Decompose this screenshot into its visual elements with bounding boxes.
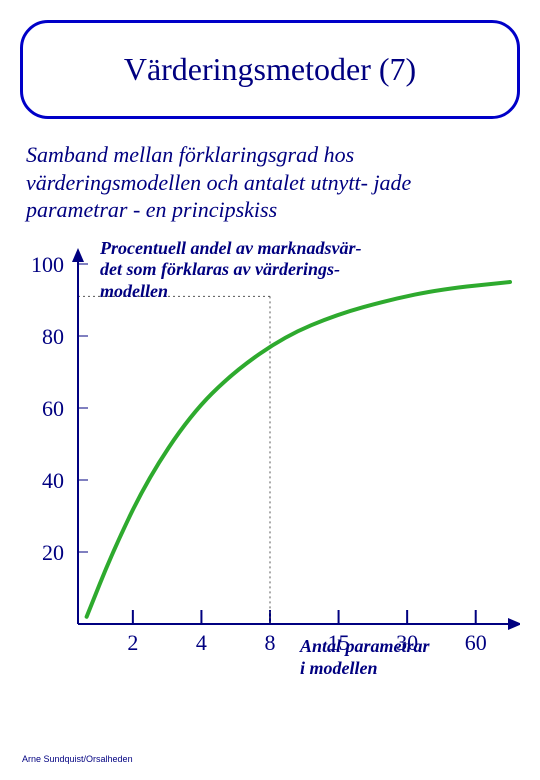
svg-text:4: 4	[196, 630, 207, 655]
page: Värderingsmetoder (7) Samband mellan för…	[0, 0, 540, 780]
svg-text:80: 80	[42, 324, 64, 349]
footer-credit: Arne Sundquist/Orsalheden	[22, 754, 133, 764]
y-axis-caption: Procentuell andel av marknadsvär-det som…	[100, 238, 410, 303]
chart-area: Procentuell andel av marknadsvär-det som…	[20, 234, 520, 674]
x-axis-caption: Antal parametrari modellen	[300, 636, 500, 679]
svg-text:100: 100	[31, 252, 64, 277]
svg-text:20: 20	[42, 540, 64, 565]
title-box: Värderingsmetoder (7)	[20, 20, 520, 119]
svg-text:2: 2	[127, 630, 138, 655]
subtitle: Samband mellan förklaringsgrad hos värde…	[26, 141, 514, 224]
svg-text:40: 40	[42, 468, 64, 493]
page-title: Värderingsmetoder (7)	[33, 51, 507, 88]
svg-text:8: 8	[265, 630, 276, 655]
svg-text:60: 60	[42, 396, 64, 421]
